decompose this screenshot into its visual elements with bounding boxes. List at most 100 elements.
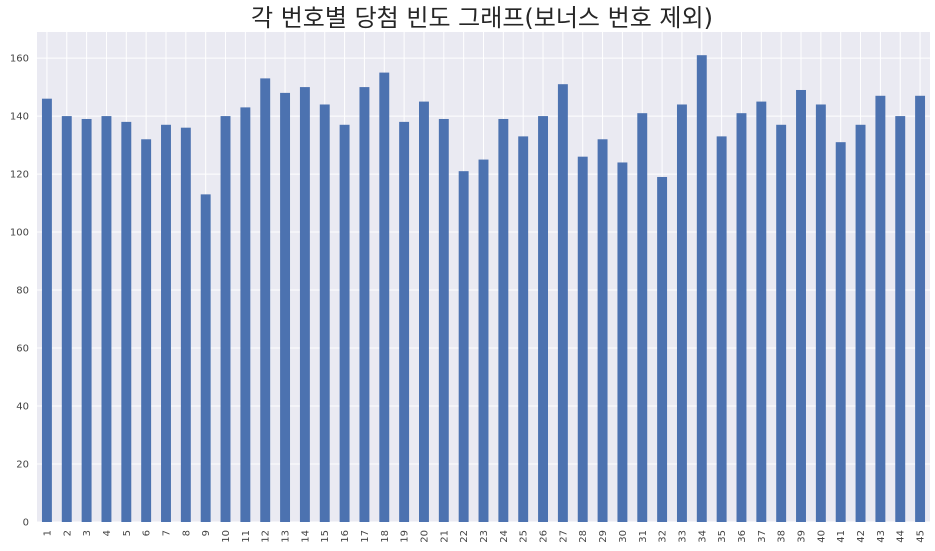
x-tick-label: 1 xyxy=(42,530,53,536)
bar-18 xyxy=(379,72,390,523)
bar-13 xyxy=(280,92,291,522)
bar-1 xyxy=(41,98,52,522)
bar-10 xyxy=(220,116,231,523)
y-tick-label: 100 xyxy=(10,228,29,239)
bar-30 xyxy=(617,162,628,522)
x-tick-label: 13 xyxy=(281,530,292,543)
x-tick-label: 35 xyxy=(717,530,728,543)
bar-11 xyxy=(240,107,251,522)
x-tick-label: 15 xyxy=(320,530,331,543)
x-tick-label: 4 xyxy=(102,530,113,536)
x-tick-label: 7 xyxy=(161,530,172,536)
bar-22 xyxy=(458,171,469,522)
x-tick-label: 25 xyxy=(519,530,530,543)
bar-39 xyxy=(796,89,806,523)
bar-28 xyxy=(577,156,588,522)
bar-26 xyxy=(538,116,548,523)
x-tick-label: 5 xyxy=(122,530,133,536)
y-tick-label: 160 xyxy=(10,54,29,65)
bar-17 xyxy=(359,87,370,523)
bar-14 xyxy=(299,87,310,523)
bar-36 xyxy=(736,113,747,522)
x-tick-label: 38 xyxy=(777,530,788,543)
bar-19 xyxy=(399,121,410,523)
y-tick-label: 60 xyxy=(16,344,29,355)
bar-42 xyxy=(855,124,866,522)
y-tick-label: 40 xyxy=(16,402,29,413)
x-tick-label: 16 xyxy=(340,530,351,543)
bar-40 xyxy=(815,104,826,523)
x-tick-label: 40 xyxy=(816,530,827,543)
x-tick-label: 24 xyxy=(499,530,510,543)
bar-4 xyxy=(101,116,112,523)
x-tick-label: 32 xyxy=(658,530,669,543)
bar-32 xyxy=(657,176,668,523)
bar-9 xyxy=(200,194,211,522)
bar-35 xyxy=(716,136,727,522)
bar-2 xyxy=(61,116,72,523)
bar-41 xyxy=(835,142,846,522)
x-tick-label: 39 xyxy=(797,530,808,543)
bar-23 xyxy=(478,159,489,522)
x-tick-label: 14 xyxy=(300,530,311,543)
bars xyxy=(41,55,926,523)
x-tick-label: 2 xyxy=(62,530,73,536)
x-tick-label: 21 xyxy=(439,530,450,543)
x-tick-label: 10 xyxy=(221,530,232,543)
x-tick-label: 31 xyxy=(638,530,649,543)
chart-title: 각 번호별 당첨 빈도 그래프(보너스 번호 제외) xyxy=(251,4,713,32)
x-tick-label: 6 xyxy=(142,530,153,536)
bar-37 xyxy=(756,101,767,522)
y-axis: 0 20 40 60 80 100 120 140 160 xyxy=(10,54,29,529)
bar-20 xyxy=(419,101,429,522)
bar-15 xyxy=(319,104,330,523)
bar-43 xyxy=(875,95,886,522)
x-tick-label: 27 xyxy=(558,530,569,543)
bar-31 xyxy=(637,113,648,522)
x-tick-label: 28 xyxy=(578,530,589,543)
x-tick-label: 3 xyxy=(82,530,93,536)
bar-45 xyxy=(915,95,926,522)
x-tick-label: 8 xyxy=(181,530,192,536)
x-tick-label: 17 xyxy=(360,530,371,543)
x-tick-label: 45 xyxy=(916,530,927,543)
y-tick-label: 20 xyxy=(16,460,29,471)
bar-12 xyxy=(260,78,271,522)
x-tick-label: 18 xyxy=(380,530,391,543)
x-tick-label: 34 xyxy=(697,530,708,543)
x-tick-label: 26 xyxy=(539,530,550,543)
x-tick-label: 37 xyxy=(757,530,768,543)
bar-29 xyxy=(597,139,608,522)
y-tick-label: 120 xyxy=(10,170,29,181)
x-tick-label: 33 xyxy=(677,530,688,543)
bar-25 xyxy=(518,136,529,522)
bar-34 xyxy=(696,55,707,523)
x-tick-label: 23 xyxy=(479,530,490,543)
x-tick-label: 29 xyxy=(598,530,609,543)
x-tick-label: 41 xyxy=(836,530,847,543)
bar-44 xyxy=(895,116,906,523)
bar-38 xyxy=(776,124,787,522)
x-tick-label: 20 xyxy=(419,530,430,543)
bar-27 xyxy=(557,84,568,523)
x-tick-label: 19 xyxy=(400,530,411,543)
bar-7 xyxy=(161,124,171,522)
bar-16 xyxy=(339,124,350,522)
x-tick-label: 44 xyxy=(896,530,907,543)
x-axis: 1 2 3 4 5 6 7 8 9 10 11 12 13 14 15 16 17 18 19 20 21 22 23 24 2… xyxy=(42,530,926,543)
bar-21 xyxy=(438,118,449,523)
bar-3 xyxy=(81,118,92,523)
x-tick-label: 42 xyxy=(856,530,867,543)
bar-5 xyxy=(121,121,132,523)
y-tick-label: 80 xyxy=(16,286,29,297)
x-tick-label: 30 xyxy=(618,530,629,543)
y-tick-label: 140 xyxy=(10,112,29,123)
y-tick-label: 0 xyxy=(23,518,29,529)
x-tick-label: 9 xyxy=(201,530,212,536)
bar-6 xyxy=(141,139,152,522)
bar-24 xyxy=(498,118,509,523)
x-tick-label: 43 xyxy=(876,530,887,543)
x-tick-label: 36 xyxy=(737,530,748,543)
bar-8 xyxy=(180,127,191,522)
